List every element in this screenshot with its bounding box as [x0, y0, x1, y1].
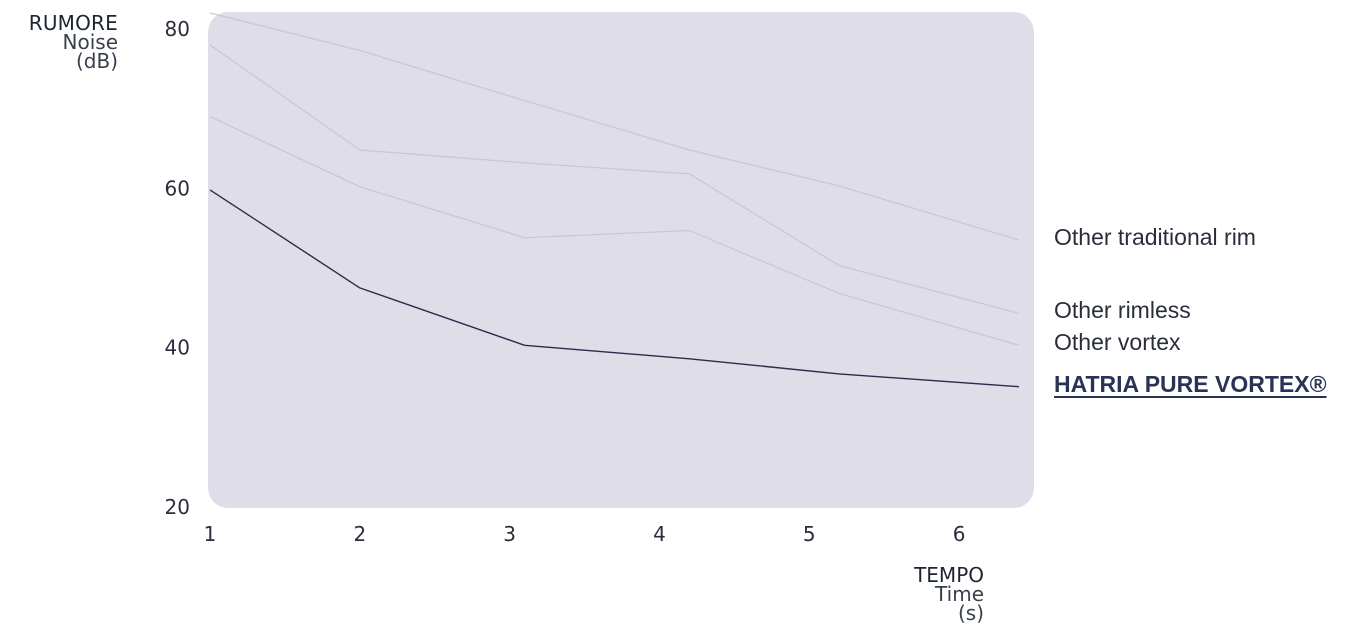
y-axis-title: Noise	[62, 30, 118, 54]
x-axis-title-italian: TEMPO	[914, 563, 984, 587]
y-tick-label: 20	[165, 495, 190, 519]
legend-item-highlight: HATRIA PURE VORTEX®	[1054, 370, 1327, 397]
x-axis-label: TEMPO Time (s)	[860, 563, 984, 625]
x-tick-label: 2	[353, 522, 366, 546]
y-axis-unit: (dB)	[75, 49, 118, 73]
y-tick-label: 40	[165, 336, 190, 360]
series-line	[209, 116, 1020, 346]
x-axis-title: Time	[935, 582, 984, 606]
legend-item: Other traditional rim	[1054, 224, 1256, 251]
y-axis-label: RUMORE Noise (dB)	[8, 11, 118, 73]
legend-item: Other vortex	[1054, 329, 1181, 356]
x-tick-label: 4	[653, 522, 666, 546]
x-tick-label: 5	[803, 522, 816, 546]
y-tick-label: 60	[165, 176, 190, 200]
x-axis-unit: (s)	[957, 601, 984, 625]
series-line	[209, 189, 1020, 388]
series-line	[209, 44, 1020, 314]
x-tick-label: 6	[953, 522, 966, 546]
x-tick-label: 3	[503, 522, 516, 546]
series-lines	[209, 12, 1020, 388]
plot-area	[208, 12, 1034, 508]
y-axis-ticks: 80 60 40 20	[165, 17, 190, 519]
legend-item: Other rimless	[1054, 297, 1191, 324]
x-tick-label: 1	[204, 522, 217, 546]
y-tick-label: 80	[165, 17, 190, 41]
y-axis-title-italian: RUMORE	[28, 11, 118, 35]
series-line	[209, 12, 1020, 241]
x-axis-ticks: 1 2 3 4 5 6	[204, 522, 966, 546]
